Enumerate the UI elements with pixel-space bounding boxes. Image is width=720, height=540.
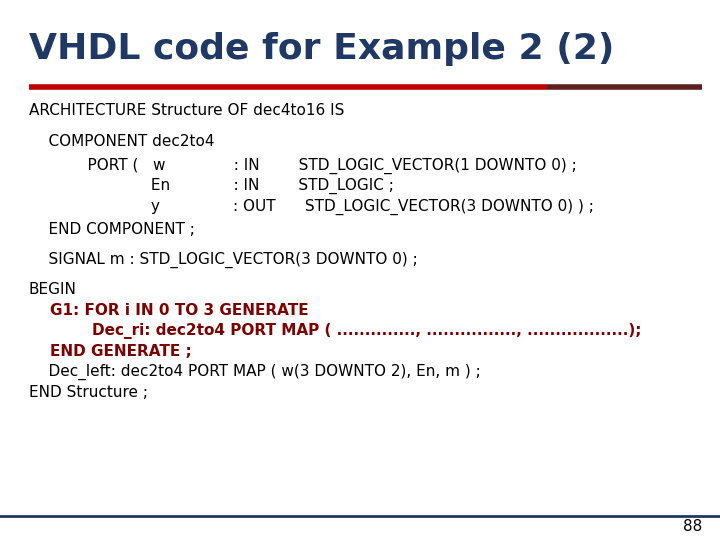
Text: BEGIN: BEGIN — [29, 282, 76, 298]
Text: PORT (   w              : IN        STD_LOGIC_VECTOR(1 DOWNTO 0) ;: PORT ( w : IN STD_LOGIC_VECTOR(1 DOWNTO … — [29, 158, 577, 174]
Text: 88: 88 — [683, 519, 702, 534]
Text: y               : OUT      STD_LOGIC_VECTOR(3 DOWNTO 0) ) ;: y : OUT STD_LOGIC_VECTOR(3 DOWNTO 0) ) ; — [29, 199, 594, 215]
Text: END Structure ;: END Structure ; — [29, 385, 148, 400]
Text: Dec_left: dec2to4 PORT MAP ( w(3 DOWNTO 2), En, m ) ;: Dec_left: dec2to4 PORT MAP ( w(3 DOWNTO … — [29, 364, 480, 380]
Text: En             : IN        STD_LOGIC ;: En : IN STD_LOGIC ; — [29, 178, 394, 194]
Text: END GENERATE ;: END GENERATE ; — [29, 344, 192, 359]
Text: VHDL code for Example 2 (2): VHDL code for Example 2 (2) — [29, 32, 614, 65]
Text: Dec_ri: dec2to4 PORT MAP ( .............., ................, ..................): Dec_ri: dec2to4 PORT MAP ( .............… — [29, 323, 642, 339]
Text: SIGNAL m : STD_LOGIC_VECTOR(3 DOWNTO 0) ;: SIGNAL m : STD_LOGIC_VECTOR(3 DOWNTO 0) … — [29, 252, 418, 268]
Text: COMPONENT dec2to4: COMPONENT dec2to4 — [29, 134, 215, 149]
Text: END COMPONENT ;: END COMPONENT ; — [29, 222, 194, 237]
Text: G1: FOR i IN 0 TO 3 GENERATE: G1: FOR i IN 0 TO 3 GENERATE — [29, 303, 308, 318]
Text: ARCHITECTURE Structure OF dec4to16 IS: ARCHITECTURE Structure OF dec4to16 IS — [29, 103, 344, 118]
